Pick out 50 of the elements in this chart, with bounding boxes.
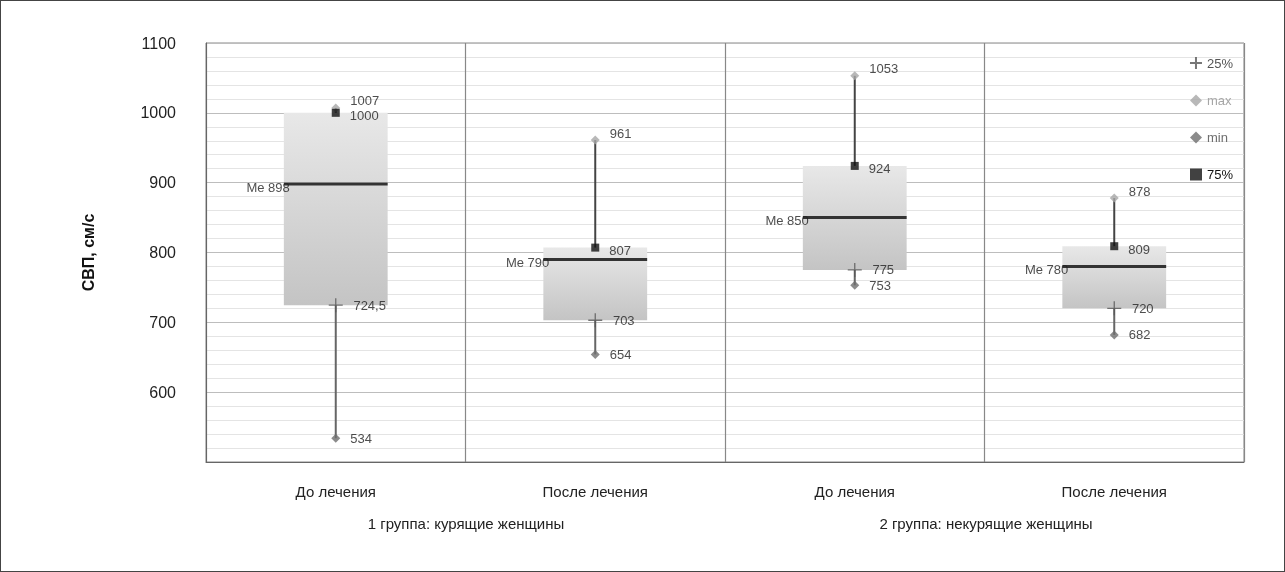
data-label: 720 xyxy=(1131,300,1154,316)
annotation: Me 850 xyxy=(765,213,809,229)
point xyxy=(1109,193,1119,203)
point xyxy=(331,433,341,443)
data-label: 724,5 xyxy=(353,297,386,313)
legend-label: 75% xyxy=(1206,167,1234,182)
data-label: 878 xyxy=(1128,183,1151,199)
y-tick-label: 1100 xyxy=(141,34,177,52)
data-label: 809 xyxy=(1128,241,1150,257)
annotation: Me 780 xyxy=(1024,261,1069,277)
data-label: 682 xyxy=(1128,327,1151,343)
x-tick-label: После лечения xyxy=(1061,483,1167,500)
point xyxy=(328,297,344,313)
point xyxy=(587,312,603,328)
y-tick-label: 900 xyxy=(149,174,177,192)
data-label: 654 xyxy=(609,346,632,362)
point xyxy=(590,135,600,145)
data-label: 1007 xyxy=(350,93,380,109)
data-label: 924 xyxy=(868,161,891,177)
data-label: 1000 xyxy=(349,108,379,124)
point xyxy=(850,280,860,290)
point xyxy=(847,262,863,278)
annotation: Me 790 xyxy=(505,254,550,270)
x-tick-label: После лечения xyxy=(542,483,648,500)
y-tick-label: 600 xyxy=(149,383,177,401)
data-label: 807 xyxy=(609,243,631,259)
y-tick-label: 700 xyxy=(149,313,177,331)
legend-label: min xyxy=(1206,130,1228,145)
y-tick-label: 800 xyxy=(149,244,177,261)
text: 1 группа: курящие женщины xyxy=(367,515,565,532)
point xyxy=(1110,242,1119,251)
data-label: 534 xyxy=(350,430,372,446)
text: 2 группа: некурящие женщины xyxy=(879,515,1093,532)
data-label: 775 xyxy=(872,262,895,278)
point xyxy=(1106,300,1122,317)
y-axis-title: СВП, см/с xyxy=(79,213,97,292)
data-label: 753 xyxy=(869,277,891,293)
annotation: Me 898 xyxy=(246,179,290,195)
data-label: 703 xyxy=(612,312,635,328)
point xyxy=(1109,330,1119,340)
x-tick-label: До лечения xyxy=(295,483,376,500)
point xyxy=(850,71,860,81)
data-label: 1053 xyxy=(869,61,899,77)
x-tick-label: До лечения xyxy=(814,483,895,500)
legend-label: 25% xyxy=(1206,55,1234,71)
point xyxy=(850,161,859,170)
data-label: 961 xyxy=(609,125,632,141)
point xyxy=(591,243,600,252)
legend-label: max xyxy=(1206,93,1233,108)
y-tick-label: 1000 xyxy=(140,104,177,122)
